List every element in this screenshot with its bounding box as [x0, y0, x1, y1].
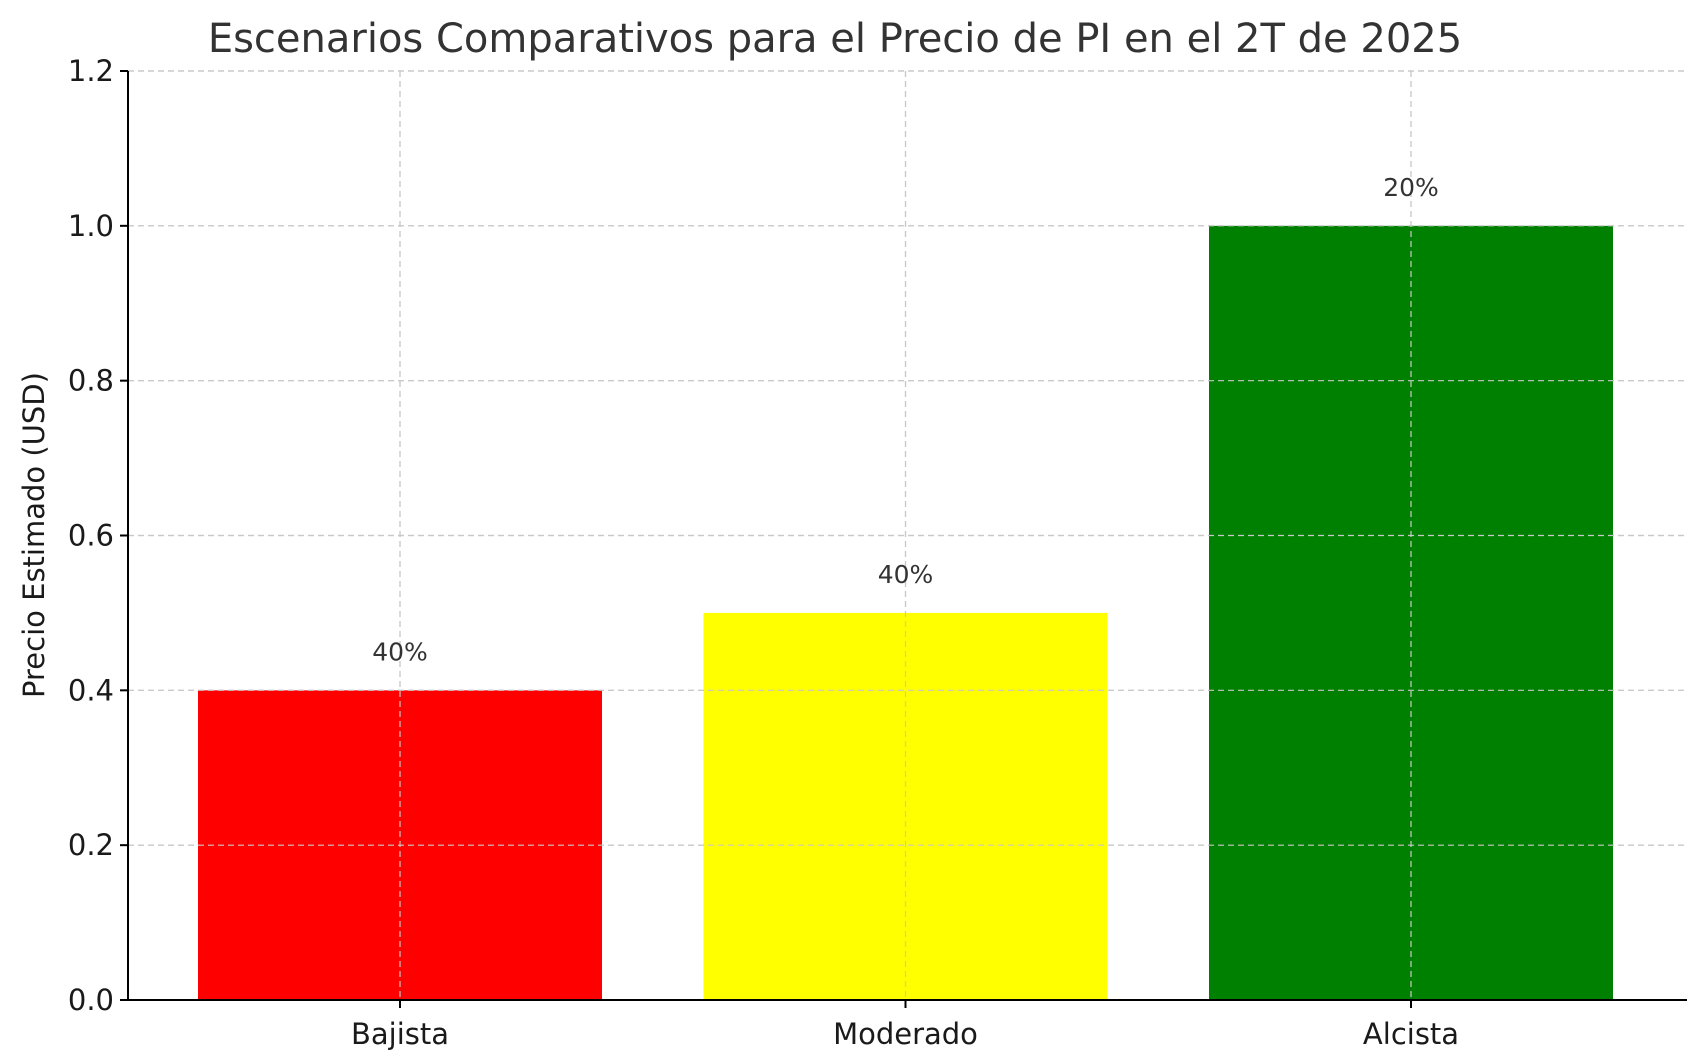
y-tick-label: 0.0	[68, 983, 114, 1017]
x-ticks: Bajista Moderado Alcista	[351, 1000, 1459, 1051]
x-tick-label: Bajista	[351, 1017, 449, 1051]
y-tick-label: 1.2	[68, 54, 114, 88]
x-tick-label: Moderado	[833, 1017, 978, 1051]
y-tick-label: 0.8	[68, 364, 114, 398]
chart-title: Escenarios Comparativos para el Precio d…	[208, 16, 1462, 62]
y-tick-label: 1.0	[68, 209, 114, 243]
y-ticks: 0.0 0.2 0.4 0.6 0.8 1.0 1.2	[68, 54, 128, 1017]
x-tick-label: Alcista	[1363, 1017, 1459, 1051]
y-tick-label: 0.4	[68, 673, 114, 707]
bar-value-labels: 40% 40% 20%	[372, 173, 1439, 666]
y-tick-label: 0.2	[68, 828, 114, 862]
y-tick-label: 0.6	[68, 519, 114, 553]
y-axis-label: Precio Estimado (USD)	[17, 372, 51, 698]
bar-value-label: 40%	[372, 637, 428, 666]
bar-value-label: 40%	[878, 560, 934, 589]
bar-value-label: 20%	[1383, 173, 1439, 202]
